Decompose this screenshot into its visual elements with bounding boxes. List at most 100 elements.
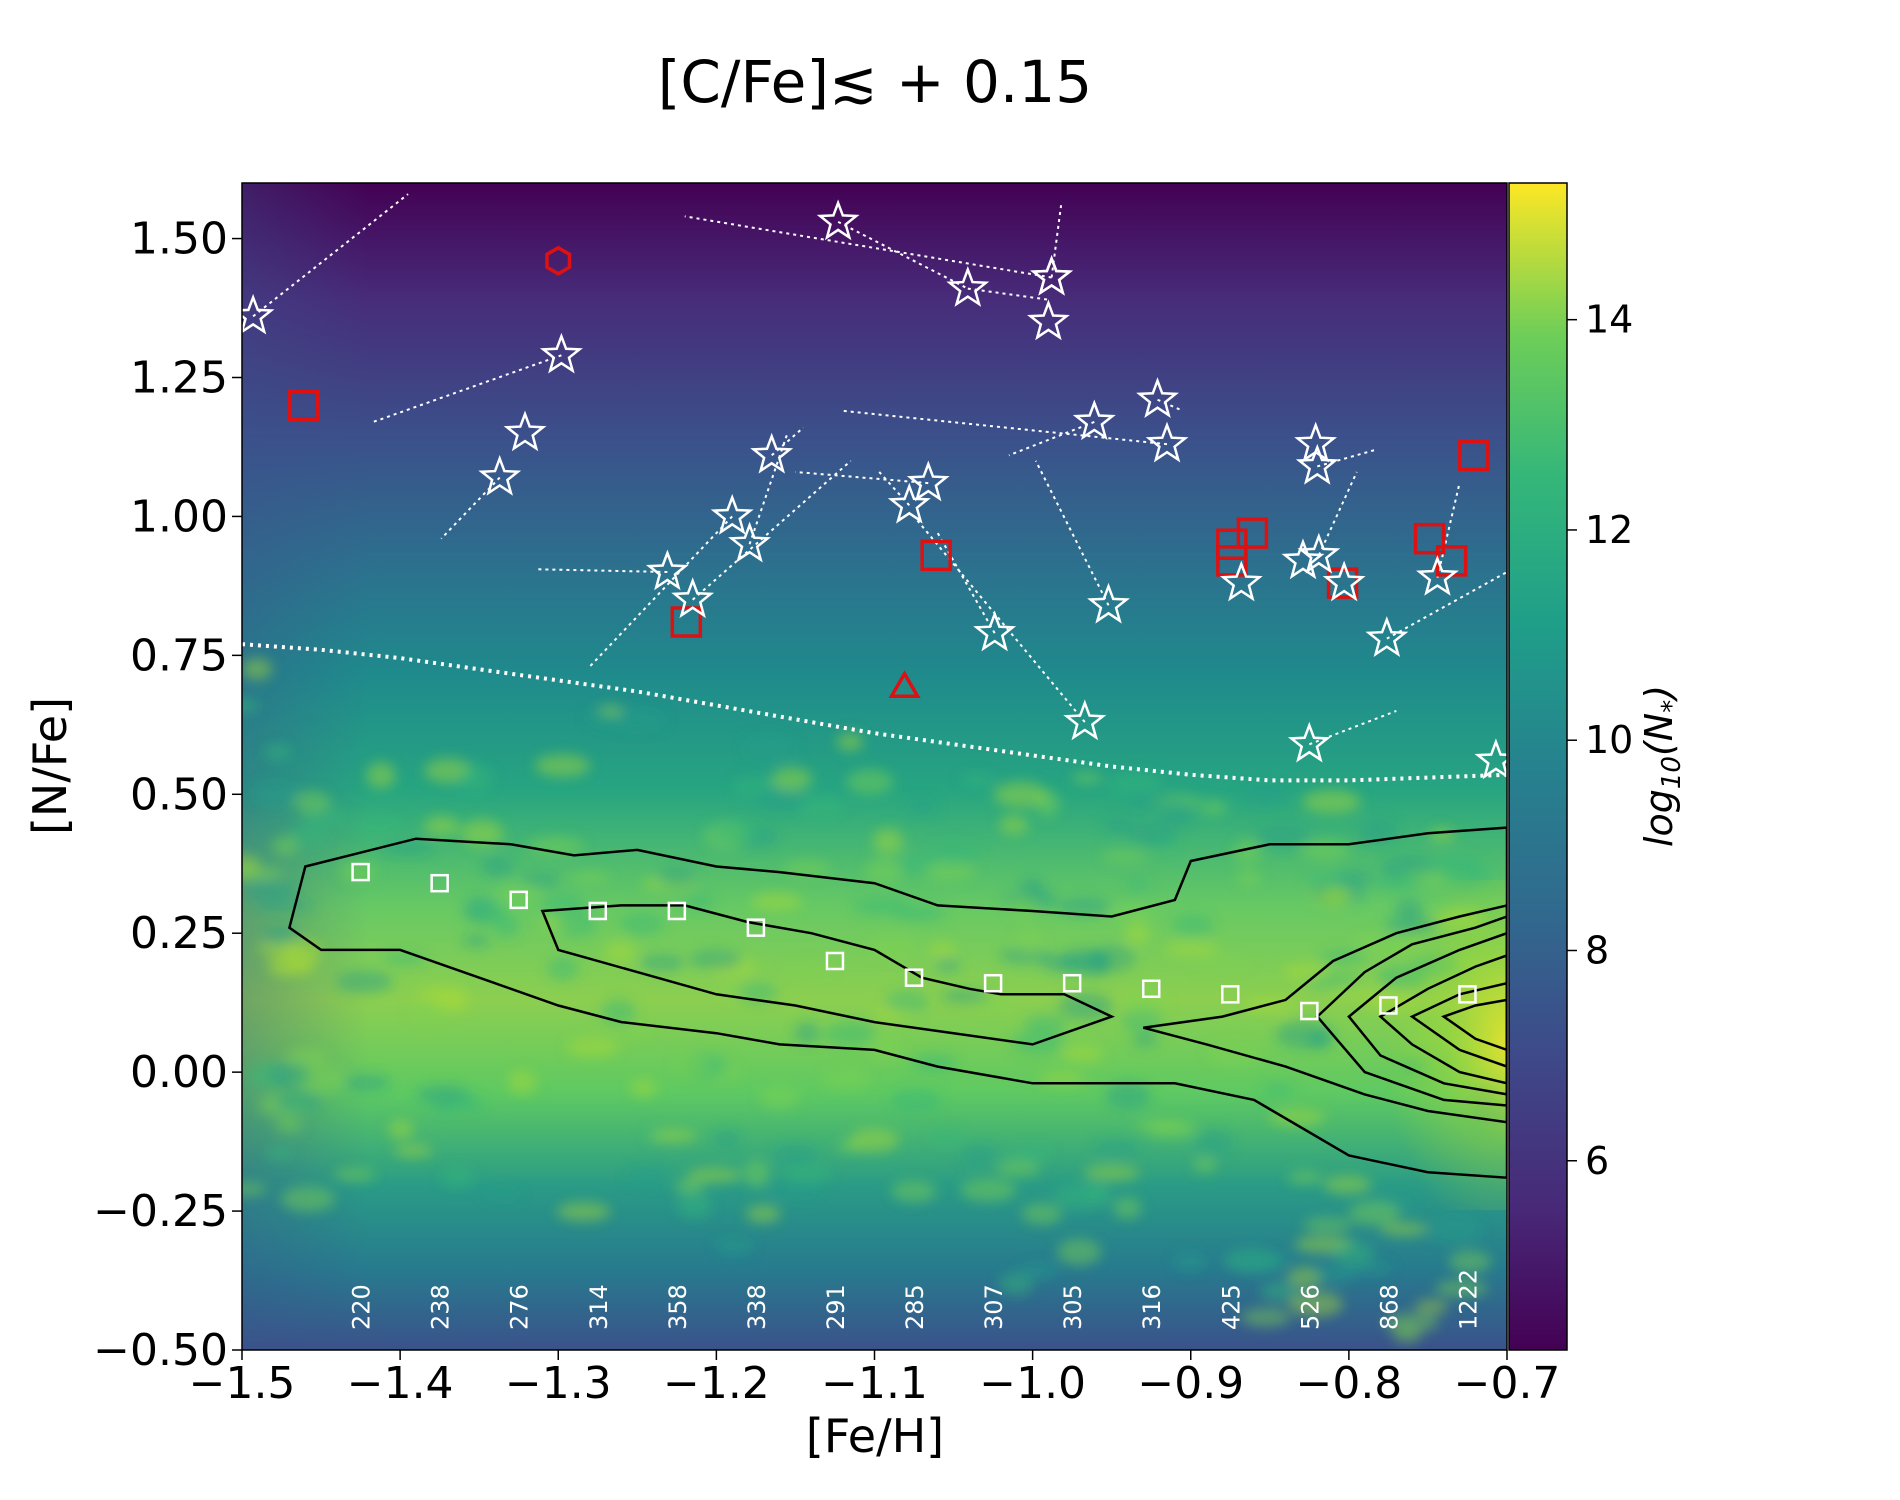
y-tick-label: 0.75 — [130, 630, 228, 681]
density-blob — [338, 861, 377, 881]
bin-median-square — [1141, 979, 1161, 999]
bin-count: 338 — [743, 1284, 771, 1330]
density-blob — [1380, 1222, 1428, 1237]
density-blob — [928, 1128, 965, 1147]
density-blob — [242, 1182, 267, 1196]
density-blob — [265, 1146, 294, 1160]
red-square — [1236, 517, 1269, 549]
star-connector — [534, 568, 668, 573]
bin-median-square — [1221, 985, 1240, 1004]
star-connector — [1436, 482, 1461, 578]
density-blob — [408, 1002, 449, 1020]
density-blob — [366, 762, 396, 789]
density-blob — [547, 956, 579, 981]
density-blob — [1019, 1263, 1059, 1279]
colorbar: 6 8 10 12 14 log10(N*) — [1508, 182, 1687, 1351]
density-blob — [1254, 824, 1312, 848]
bin-count: 285 — [901, 1284, 929, 1330]
density-blob — [890, 1088, 942, 1113]
density-blob — [1415, 1299, 1448, 1315]
star-marker — [710, 493, 754, 535]
density-blob — [686, 1167, 742, 1184]
density-blob — [1302, 1217, 1353, 1232]
density-blob — [1128, 822, 1177, 846]
colorbar-label-close: ) — [1637, 685, 1681, 703]
density-blob — [242, 657, 273, 681]
density-blob — [639, 954, 686, 971]
y-tick-label: 0.00 — [130, 1047, 228, 1098]
chart-title: [C/Fe]≲ + 0.15 — [658, 48, 1092, 116]
density-blob — [715, 1236, 754, 1256]
star-marker — [645, 549, 689, 591]
density-blob — [1124, 921, 1151, 945]
star-marker — [1087, 582, 1131, 624]
density-blob — [892, 904, 947, 922]
density-blob — [929, 941, 956, 960]
bin-median-square — [746, 918, 766, 937]
density-blob — [394, 1144, 433, 1158]
density-blob — [1430, 853, 1482, 875]
x-tick-label: −0.7 — [1454, 1358, 1561, 1409]
star-connector — [913, 515, 1086, 723]
colorbar-tick-label: 6 — [1585, 1139, 1609, 1183]
x-tick-label: −1.1 — [821, 1358, 928, 1409]
bin-count: 358 — [664, 1284, 692, 1330]
density-blob — [1104, 1082, 1152, 1110]
density-blob — [960, 1144, 999, 1166]
star-marker — [1219, 560, 1263, 602]
density-blob — [1085, 1184, 1110, 1198]
density-blob — [1108, 772, 1163, 796]
density-blob — [999, 947, 1053, 964]
density-blob — [569, 871, 611, 884]
x-tick-label: −1.4 — [347, 1358, 454, 1409]
density-blob — [1259, 1281, 1300, 1303]
density-blob — [1120, 989, 1169, 1017]
bin-count: 868 — [1375, 1284, 1403, 1330]
star-marker — [946, 266, 990, 307]
star-marker — [1297, 532, 1341, 574]
density-blob — [1133, 1118, 1189, 1132]
density-blob — [657, 867, 697, 887]
density-blob — [995, 1160, 1041, 1177]
density-blob — [1383, 1312, 1439, 1333]
colorbar-frame — [1508, 182, 1568, 1351]
density-blob — [520, 873, 560, 887]
density-blob — [1058, 992, 1114, 1020]
star-connector — [1316, 448, 1377, 468]
bin-median-square — [588, 901, 608, 921]
bin-count: 291 — [822, 1284, 850, 1330]
density-contours — [287, 826, 1507, 1179]
density-blob — [606, 708, 667, 731]
star-connector — [1034, 460, 1110, 606]
density-blob — [379, 842, 436, 856]
density-blob — [759, 1086, 800, 1110]
bin-count: 276 — [506, 1284, 534, 1330]
star-marker — [906, 460, 950, 502]
colorbar-label: log10(N*) — [1637, 685, 1687, 847]
x-tick-label: −0.8 — [1295, 1358, 1402, 1409]
density-blob — [1192, 956, 1251, 970]
density-blob — [753, 788, 806, 813]
density-blob — [1082, 949, 1112, 977]
density-blob — [1071, 771, 1103, 784]
density-blob — [255, 899, 314, 912]
density-blob — [993, 781, 1048, 808]
bin-count: 307 — [980, 1284, 1008, 1330]
density-blob — [280, 1185, 336, 1212]
density-blob — [649, 1129, 697, 1143]
density-blob — [836, 732, 864, 752]
bin-count: 1222 — [1454, 1269, 1482, 1330]
density-blob — [276, 1089, 321, 1114]
bin-median-markers — [351, 862, 1477, 1021]
density-blob — [556, 1202, 611, 1222]
density-blob — [534, 754, 591, 778]
density-blob — [766, 1184, 821, 1197]
star-marker — [671, 577, 715, 619]
density-blob — [285, 1047, 328, 1069]
bin-count: 305 — [1059, 1284, 1087, 1330]
y-axis-label: [N/Fe] — [23, 697, 77, 835]
density-blob — [282, 939, 323, 967]
bin-median-square — [351, 862, 370, 882]
star-marker — [539, 332, 583, 374]
density-blob — [824, 1021, 877, 1046]
